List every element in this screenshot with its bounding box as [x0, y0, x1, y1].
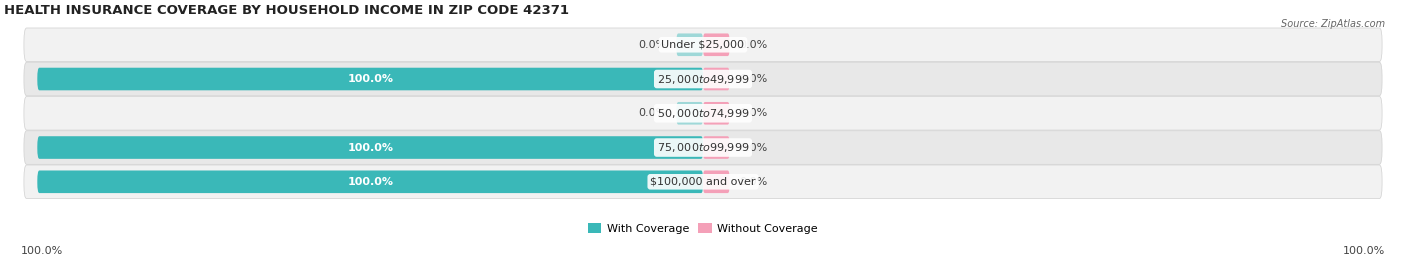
Text: 100.0%: 100.0% [1343, 247, 1385, 256]
FancyBboxPatch shape [703, 170, 730, 193]
FancyBboxPatch shape [38, 136, 703, 159]
Text: Under $25,000: Under $25,000 [661, 40, 745, 50]
Text: 0.0%: 0.0% [740, 74, 768, 84]
Text: $25,000 to $49,999: $25,000 to $49,999 [657, 73, 749, 86]
Text: $100,000 and over: $100,000 and over [650, 177, 756, 187]
Text: 0.0%: 0.0% [740, 40, 768, 50]
FancyBboxPatch shape [38, 68, 703, 90]
FancyBboxPatch shape [703, 102, 730, 124]
Text: 100.0%: 100.0% [347, 74, 394, 84]
Text: Source: ZipAtlas.com: Source: ZipAtlas.com [1281, 19, 1385, 29]
FancyBboxPatch shape [676, 33, 703, 56]
Text: 0.0%: 0.0% [740, 108, 768, 118]
FancyBboxPatch shape [703, 136, 730, 159]
Text: 100.0%: 100.0% [21, 247, 63, 256]
Legend: With Coverage, Without Coverage: With Coverage, Without Coverage [583, 219, 823, 238]
Text: 0.0%: 0.0% [638, 108, 666, 118]
FancyBboxPatch shape [24, 131, 1382, 164]
Text: 0.0%: 0.0% [740, 177, 768, 187]
FancyBboxPatch shape [24, 96, 1382, 130]
Text: 0.0%: 0.0% [638, 40, 666, 50]
Text: 0.0%: 0.0% [740, 143, 768, 153]
Text: HEALTH INSURANCE COVERAGE BY HOUSEHOLD INCOME IN ZIP CODE 42371: HEALTH INSURANCE COVERAGE BY HOUSEHOLD I… [4, 4, 569, 17]
Text: 100.0%: 100.0% [347, 177, 394, 187]
Text: 100.0%: 100.0% [347, 143, 394, 153]
Text: $75,000 to $99,999: $75,000 to $99,999 [657, 141, 749, 154]
FancyBboxPatch shape [703, 68, 730, 90]
FancyBboxPatch shape [676, 102, 703, 124]
FancyBboxPatch shape [24, 28, 1382, 62]
FancyBboxPatch shape [38, 170, 703, 193]
FancyBboxPatch shape [703, 33, 730, 56]
FancyBboxPatch shape [24, 165, 1382, 198]
Text: $50,000 to $74,999: $50,000 to $74,999 [657, 107, 749, 120]
FancyBboxPatch shape [24, 62, 1382, 96]
